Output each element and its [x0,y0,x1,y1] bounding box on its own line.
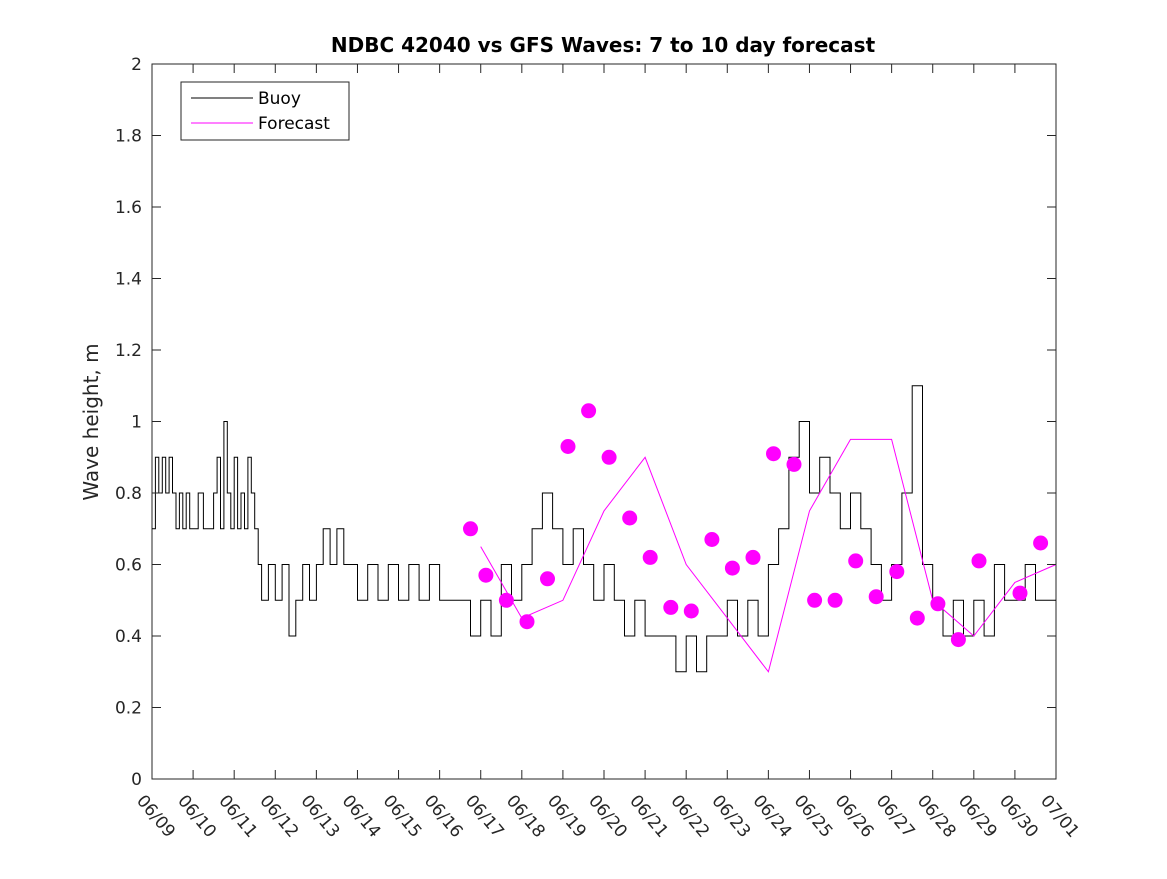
x-tick-label: 06/28 [913,791,960,841]
forecast-point [930,596,946,612]
x-tick-label: 06/15 [379,791,426,841]
x-tick-label: 06/22 [666,791,713,841]
y-tick-label: 1.6 [115,198,142,218]
x-tick-label: 06/12 [255,791,302,841]
forecast-series-line [480,438,1057,673]
legend-label-buoy: Buoy [258,89,301,109]
y-tick-label: 0.4 [115,627,142,647]
x-tick-label: 06/23 [707,791,754,841]
forecast-point [663,599,679,615]
x-tick-label: 06/27 [872,791,919,841]
y-tick-label: 1.8 [115,127,142,147]
x-tick-label: 06/09 [132,791,179,841]
x-tick-label: 06/17 [461,791,508,841]
buoy-series-line [152,385,1056,673]
forecast-point [642,549,658,565]
x-tick-label: 07/01 [1036,791,1083,841]
x-tick-label: 06/13 [297,791,344,841]
forecast-point [463,521,478,537]
x-tick-label: 06/25 [790,791,837,841]
forecast-point [704,532,720,547]
forecast-point [1012,585,1028,601]
x-tick-label: 06/24 [749,791,796,841]
forecast-point [848,553,864,569]
forecast-point [519,614,535,630]
y-tick-label: 1.4 [115,270,142,290]
forecast-point [724,560,740,576]
y-tick-label: 0.6 [115,556,142,576]
plot-area [151,63,1057,780]
forecast-point [622,510,638,526]
forecast-point [889,564,905,580]
y-tick-label: 0.2 [115,699,142,719]
forecast-point [1033,535,1049,551]
y-tick-label: 1.2 [115,341,142,361]
y-axis-label: Wave height, m [79,343,103,500]
legend-box [180,81,350,141]
x-tick-label: 06/21 [625,791,672,841]
y-tick-label: 0.8 [115,484,142,504]
forecast-point [786,456,802,472]
y-tick-label: 1 [131,413,142,433]
legend: Buoy Forecast [180,81,350,141]
forecast-point [971,553,987,569]
x-tick-label: 06/19 [543,791,590,841]
forecast-point [827,592,843,608]
y-axis: 0 0.2 0.4 0.6 0.8 1 1.2 1.4 1.6 1.8 2 [115,55,1056,790]
forecast-point [540,571,555,587]
x-tick-label: 06/26 [831,791,878,841]
legend-label-forecast: Forecast [258,114,330,134]
forecast-point [909,610,925,626]
forecast-point [868,589,884,605]
forecast-point [683,603,699,619]
y-tick-label: 2 [131,55,142,75]
x-tick-label: 06/30 [995,791,1042,841]
forecast-point [581,403,597,419]
x-tick-label: 06/11 [214,791,261,841]
x-tick-label: 06/18 [502,791,549,841]
x-tick-label: 06/20 [584,791,631,841]
chart-title: NDBC 42040 vs GFS Waves: 7 to 10 day for… [331,33,876,57]
forecast-point [950,632,966,648]
x-tick-label: 06/14 [338,791,385,841]
forecast-point [498,592,514,608]
forecast-point [745,549,761,565]
forecast-point [766,446,781,462]
x-tick-label: 06/10 [173,791,220,841]
x-tick-label: 06/16 [420,791,467,841]
x-tick-label: 06/29 [954,791,1001,841]
plot-frame [151,63,1057,780]
y-tick-label: 0 [131,770,142,790]
forecast-point [560,439,576,454]
forecast-point [807,592,823,608]
forecast-point [601,449,617,465]
forecast-point [478,567,494,583]
